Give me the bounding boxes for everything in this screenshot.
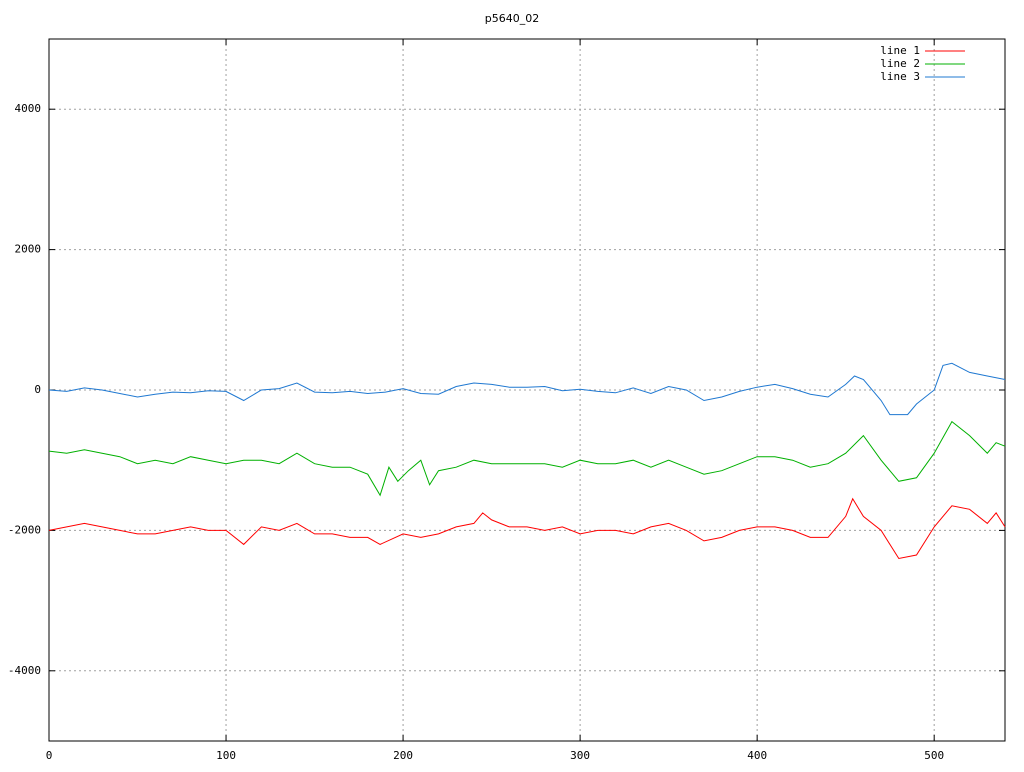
x-tick-label: 200 (393, 749, 413, 762)
legend-label: line 1 (880, 44, 920, 57)
legend-label: line 2 (880, 57, 920, 70)
x-tick-label: 500 (924, 749, 944, 762)
y-tick-label: 0 (34, 383, 41, 396)
y-tick-label: -4000 (8, 664, 41, 677)
y-tick-label: -2000 (8, 523, 41, 536)
y-tick-label: 2000 (15, 243, 42, 256)
legend-label: line 3 (880, 70, 920, 83)
data-line (48, 362, 1006, 416)
x-tick-label: 0 (46, 749, 53, 762)
x-tick-label: 300 (570, 749, 590, 762)
x-tick-label: 400 (747, 749, 767, 762)
y-tick-label: 4000 (15, 102, 42, 115)
data-line (48, 420, 1006, 497)
chart-title: p5640_02 (485, 12, 539, 25)
x-tick-label: 100 (216, 749, 236, 762)
data-line (48, 497, 1006, 560)
